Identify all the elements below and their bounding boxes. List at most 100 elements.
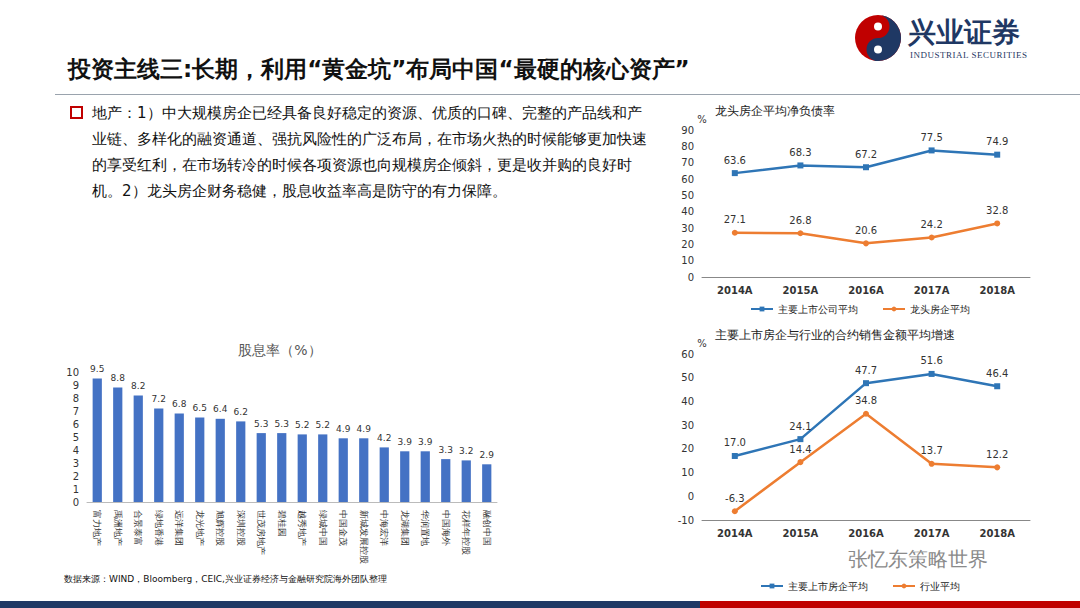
svg-text:50: 50	[681, 372, 694, 383]
svg-text:60: 60	[681, 349, 694, 360]
svg-text:中国海外: 中国海外	[441, 510, 451, 546]
svg-text:9: 9	[73, 380, 79, 391]
svg-text:7: 7	[73, 406, 79, 417]
svg-text:-6.3: -6.3	[725, 493, 745, 504]
svg-text:0: 0	[688, 272, 694, 283]
svg-text:龙头房企平均: 龙头房企平均	[910, 304, 970, 315]
svg-text:绿地香港: 绿地香港	[154, 510, 164, 546]
svg-text:10: 10	[681, 467, 694, 478]
svg-text:2017A: 2017A	[914, 285, 950, 296]
svg-text:2016A: 2016A	[848, 285, 884, 296]
svg-text:主要上市公司平均: 主要上市公司平均	[778, 304, 858, 315]
svg-text:3.3: 3.3	[439, 445, 453, 455]
svg-text:5.3: 5.3	[275, 419, 289, 429]
svg-text:绿城中国: 绿城中国	[318, 510, 328, 546]
svg-text:24.2: 24.2	[920, 219, 942, 230]
svg-text:6.4: 6.4	[213, 404, 228, 414]
svg-text:华润置地: 华润置地	[420, 510, 430, 546]
svg-text:4.9: 4.9	[357, 424, 372, 434]
svg-text:24.1: 24.1	[789, 421, 811, 432]
svg-text:8.2: 8.2	[131, 381, 145, 391]
svg-text:20: 20	[681, 443, 694, 454]
svg-text:2018A: 2018A	[979, 285, 1015, 296]
svg-text:股息率（%）: 股息率（%）	[238, 342, 321, 358]
svg-text:4.2: 4.2	[377, 433, 391, 443]
svg-text:26.8: 26.8	[789, 215, 811, 226]
svg-text:6.2: 6.2	[234, 407, 248, 417]
svg-text:7.2: 7.2	[152, 394, 166, 404]
svg-text:50: 50	[681, 190, 694, 201]
svg-text:63.6: 63.6	[724, 155, 746, 166]
svg-text:2: 2	[73, 471, 79, 482]
svg-text:6.5: 6.5	[193, 403, 207, 413]
svg-text:%: %	[697, 338, 707, 349]
svg-text:40: 40	[681, 396, 694, 407]
svg-text:8.8: 8.8	[111, 373, 126, 383]
svg-text:2015A: 2015A	[783, 285, 819, 296]
svg-text:9.5: 9.5	[90, 364, 104, 374]
svg-text:旭辉控股: 旭辉控股	[215, 510, 225, 546]
svg-text:3: 3	[73, 458, 79, 469]
svg-text:富力地产: 富力地产	[92, 510, 102, 546]
svg-text:60: 60	[681, 174, 694, 185]
svg-text:51.6: 51.6	[920, 355, 942, 366]
svg-text:80: 80	[681, 141, 694, 152]
svg-text:74.9: 74.9	[986, 136, 1008, 147]
svg-text:5.3: 5.3	[254, 419, 268, 429]
svg-text:6.8: 6.8	[172, 399, 187, 409]
svg-text:龙光地产: 龙光地产	[195, 510, 205, 546]
svg-text:2018A: 2018A	[979, 528, 1015, 539]
svg-text:68.3: 68.3	[789, 147, 811, 158]
svg-text:2017A: 2017A	[914, 528, 950, 539]
svg-text:14.4: 14.4	[789, 444, 811, 455]
svg-text:40: 40	[681, 206, 694, 217]
svg-text:2.9: 2.9	[480, 450, 495, 460]
svg-text:5.2: 5.2	[295, 420, 309, 430]
svg-text:越秀地产: 越秀地产	[297, 510, 307, 546]
svg-text:龙头房企平均净负债率: 龙头房企平均净负债率	[715, 104, 835, 118]
svg-text:0: 0	[73, 497, 79, 508]
svg-text:5.2: 5.2	[316, 420, 330, 430]
svg-text:32.8: 32.8	[986, 205, 1008, 216]
svg-text:20.6: 20.6	[855, 225, 877, 236]
svg-text:90: 90	[681, 125, 694, 136]
svg-text:主要上市房企平均: 主要上市房企平均	[788, 581, 868, 592]
svg-text:2015A: 2015A	[783, 528, 819, 539]
svg-text:30: 30	[681, 223, 694, 234]
svg-text:10: 10	[66, 367, 79, 378]
svg-text:2014A: 2014A	[717, 528, 753, 539]
svg-text:6: 6	[73, 419, 79, 430]
svg-text:77.5: 77.5	[920, 132, 942, 143]
svg-text:4: 4	[73, 445, 79, 456]
svg-text:中国金茂: 中国金茂	[338, 510, 348, 546]
svg-text:深圳控股: 深圳控股	[236, 510, 246, 546]
svg-text:70: 70	[681, 157, 694, 168]
svg-text:远洋集团: 远洋集团	[174, 510, 184, 546]
svg-text:中海宏洋: 中海宏洋	[379, 510, 389, 546]
svg-text:主要上市房企与行业的合约销售金额平均增速: 主要上市房企与行业的合约销售金额平均增速	[715, 328, 955, 342]
svg-text:13.7: 13.7	[920, 445, 942, 456]
svg-text:4.9: 4.9	[336, 424, 351, 434]
svg-text:禹洲地产: 禹洲地产	[113, 510, 123, 546]
svg-text:2014A: 2014A	[717, 285, 753, 296]
svg-text:世茂房地产: 世茂房地产	[256, 510, 266, 555]
svg-text:47.7: 47.7	[855, 365, 877, 376]
svg-text:新城发展控股: 新城发展控股	[359, 510, 369, 564]
svg-text:龙湖集团: 龙湖集团	[400, 510, 410, 546]
svg-text:46.4: 46.4	[986, 368, 1008, 379]
svg-text:34.8: 34.8	[855, 395, 877, 406]
svg-text:行业平均: 行业平均	[920, 581, 960, 592]
svg-text:融创中国: 融创中国	[482, 510, 492, 546]
svg-text:3.9: 3.9	[398, 437, 413, 447]
svg-text:2016A: 2016A	[848, 528, 884, 539]
svg-text:-10: -10	[678, 515, 694, 526]
svg-text:27.1: 27.1	[724, 214, 746, 225]
svg-text:12.2: 12.2	[986, 449, 1008, 460]
svg-text:%: %	[697, 114, 707, 125]
svg-text:8: 8	[73, 393, 79, 404]
svg-text:67.2: 67.2	[855, 149, 877, 160]
svg-text:碧桂园: 碧桂园	[277, 510, 287, 537]
svg-text:0: 0	[688, 491, 694, 502]
svg-text:5: 5	[73, 432, 79, 443]
svg-text:20: 20	[681, 239, 694, 250]
